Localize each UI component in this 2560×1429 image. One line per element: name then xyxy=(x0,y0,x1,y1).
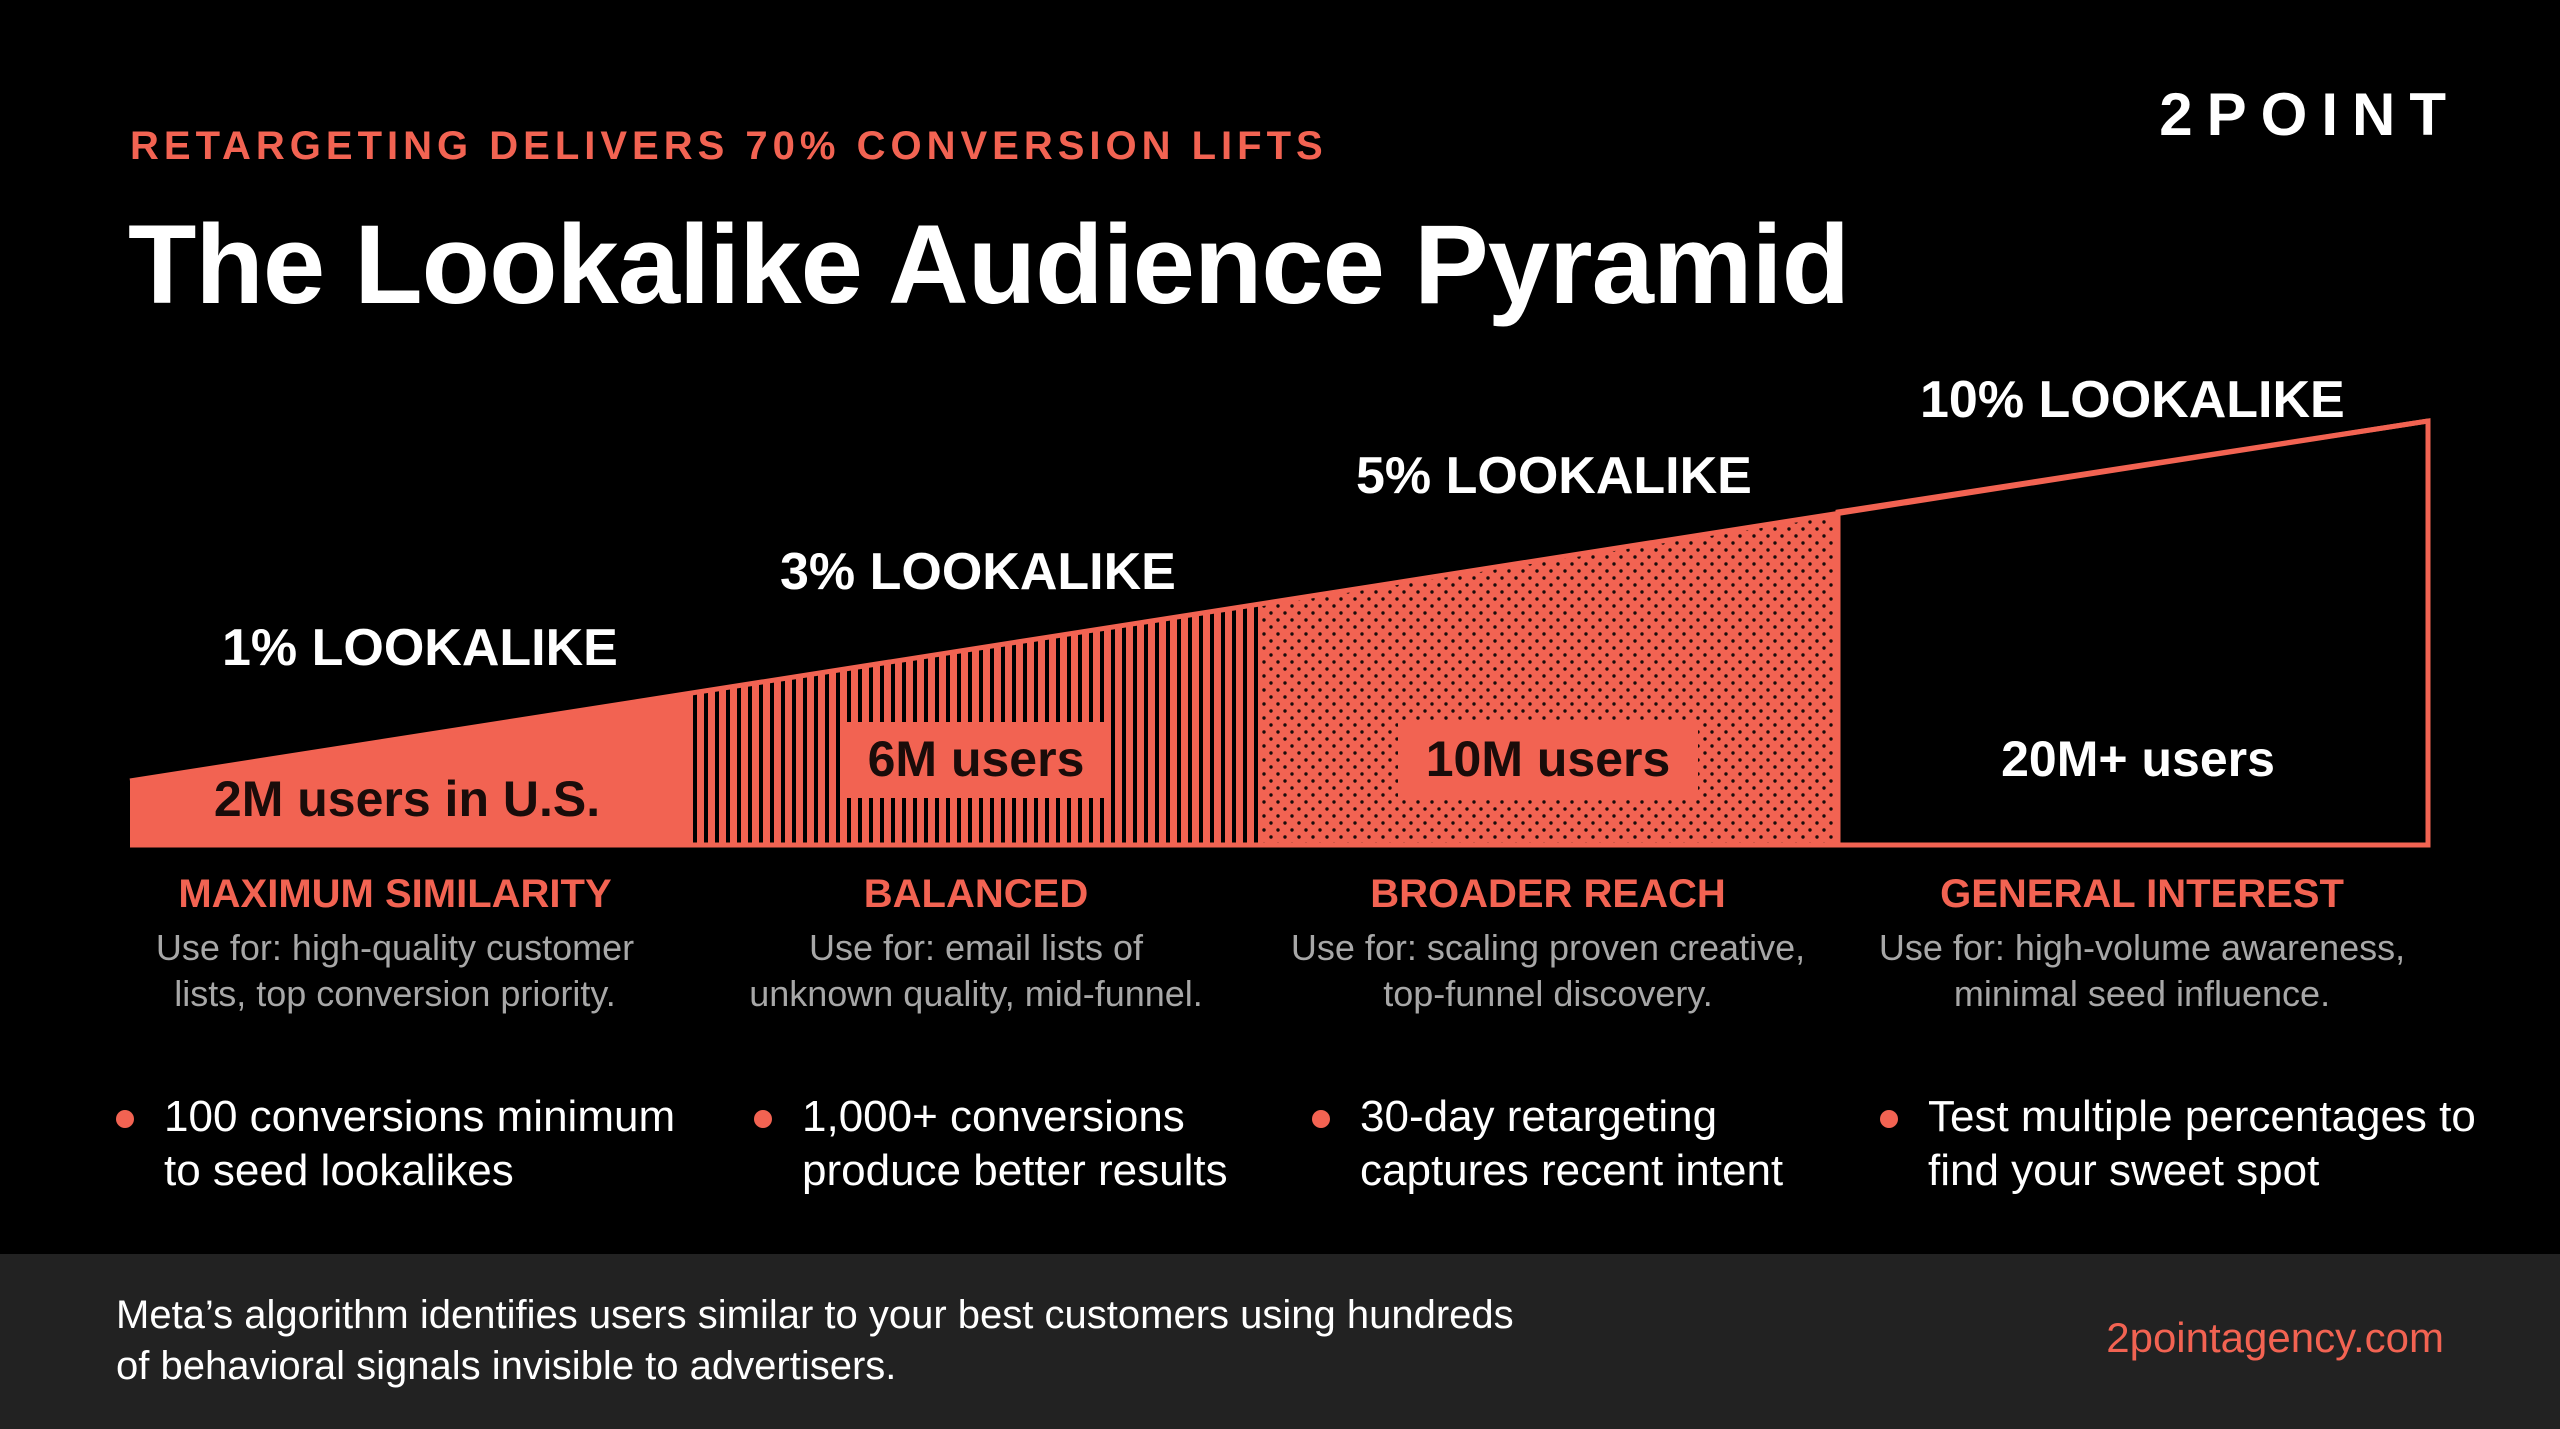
bullet-3pct: 1,000+ conversions produce better result… xyxy=(754,1090,1282,1198)
brand-logo: 2POINT xyxy=(2159,81,2460,148)
users-pill-3pct xyxy=(841,722,1111,798)
tier-label-10pct: 10% LOOKALIKE xyxy=(1920,371,2345,429)
page-title: The Lookalike Audience Pyramid xyxy=(128,202,1850,327)
tier-use-for: Use for: scaling proven creative, top-fu… xyxy=(1290,927,1806,1014)
tier-label-3pct: 3% LOOKALIKE xyxy=(780,543,1176,601)
bullet-dot-icon xyxy=(1880,1110,1898,1128)
tier-use-for: Use for: high-quality customer lists, to… xyxy=(155,927,635,1014)
tier-description-1pct: MAXIMUM SIMILARITY Use for: high-quality… xyxy=(115,872,675,1017)
bullet-5pct: 30-day retargeting captures recent inten… xyxy=(1312,1090,1840,1198)
tier-heading: GENERAL INTEREST xyxy=(1940,872,2344,916)
footer-caption: Meta’s algorithm identifies users simila… xyxy=(116,1293,1514,1388)
tier-heading: BROADER REACH xyxy=(1370,872,1726,916)
pyramid-outline xyxy=(129,418,2429,784)
tier-heading: BALANCED xyxy=(863,872,1089,916)
footer-bar: Meta’s algorithm identifies users simila… xyxy=(0,1254,2560,1429)
tier-description-5pct: BROADER REACH Use for: scaling proven cr… xyxy=(1268,872,1828,1017)
bullet-dot-icon xyxy=(116,1110,134,1128)
bullet-10pct: Test multiple percentages to find your s… xyxy=(1880,1090,2488,1198)
tier-heading: MAXIMUM SIMILARITY xyxy=(178,872,612,916)
users-count-1pct: 2M users in U.S. xyxy=(213,771,601,827)
segment-1pct xyxy=(130,692,690,845)
tier-label-5pct: 5% LOOKALIKE xyxy=(1356,447,1752,505)
users-pill-5pct xyxy=(1398,722,1698,798)
tier-description-3pct: BALANCED Use for: email lists of unknown… xyxy=(696,872,1256,1017)
tier-use-for: Use for: email lists of unknown quality,… xyxy=(749,927,1203,1014)
users-count-10pct: 20M+ users xyxy=(2001,731,2275,787)
bullet-text: 100 conversions minimum to seed lookalik… xyxy=(164,1092,676,1195)
bullet-text: Test multiple percentages to find your s… xyxy=(1928,1092,2476,1195)
bullet-text: 30-day retargeting captures recent inten… xyxy=(1360,1092,1784,1195)
eyebrow-headline: RETARGETING DELIVERS 70% CONVERSION LIFT… xyxy=(130,124,1328,168)
footer-website-link[interactable]: 2pointagency.com xyxy=(2106,1314,2444,1361)
tier-use-for: Use for: high-volume awareness, minimal … xyxy=(1878,927,2406,1014)
tier-description-10pct: GENERAL INTEREST Use for: high-volume aw… xyxy=(1862,872,2422,1017)
bullet-text: 1,000+ conversions produce better result… xyxy=(802,1092,1228,1195)
users-count-5pct: 10M users xyxy=(1425,731,1671,787)
tier-label-1pct: 1% LOOKALIKE xyxy=(222,619,618,677)
users-count-3pct: 6M users xyxy=(867,731,1085,787)
bullet-dot-icon xyxy=(754,1110,772,1128)
bullet-1pct: 100 conversions minimum to seed lookalik… xyxy=(116,1090,684,1198)
bullet-dot-icon xyxy=(1312,1110,1330,1128)
